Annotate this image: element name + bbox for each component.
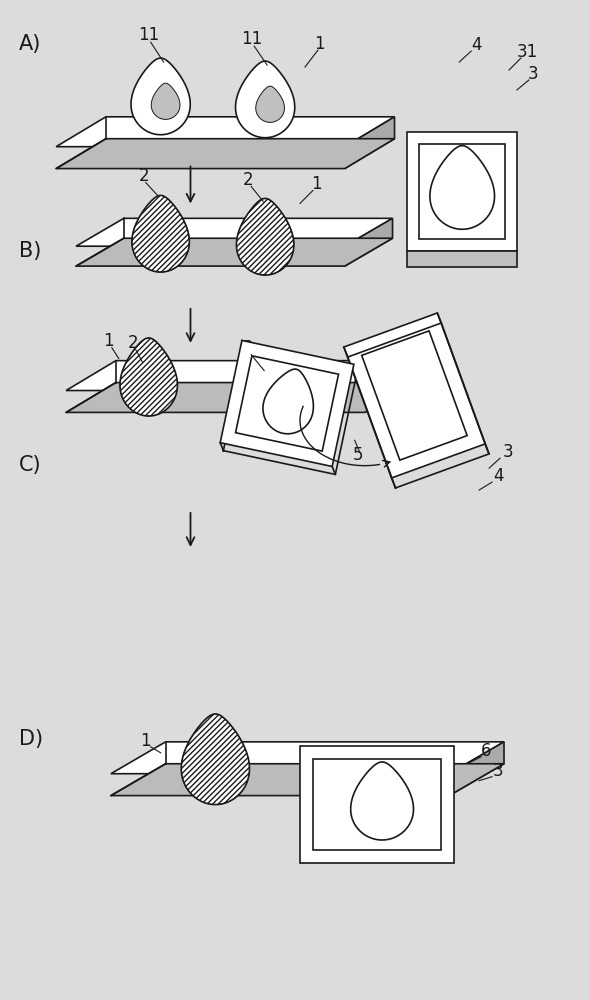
Polygon shape — [111, 764, 504, 796]
Polygon shape — [181, 714, 250, 805]
Text: 2: 2 — [139, 167, 149, 185]
Bar — [419, 144, 505, 239]
Text: 5: 5 — [352, 446, 363, 464]
Text: 6: 6 — [481, 742, 491, 760]
Polygon shape — [365, 361, 414, 412]
Text: 31: 31 — [516, 43, 537, 61]
Polygon shape — [56, 117, 395, 147]
Text: 1: 1 — [140, 732, 151, 750]
Text: 1: 1 — [104, 332, 114, 350]
Polygon shape — [120, 338, 178, 416]
Text: 1: 1 — [312, 175, 322, 193]
Polygon shape — [345, 117, 395, 169]
Polygon shape — [111, 742, 504, 774]
Polygon shape — [449, 742, 504, 796]
Text: B): B) — [19, 241, 42, 261]
Text: A): A) — [19, 34, 42, 54]
Text: 11: 11 — [241, 30, 263, 48]
Polygon shape — [344, 313, 485, 478]
Polygon shape — [350, 762, 414, 840]
Polygon shape — [235, 61, 295, 138]
Text: 1: 1 — [314, 35, 325, 53]
Text: D): D) — [19, 729, 44, 749]
Polygon shape — [151, 83, 180, 119]
Text: 3: 3 — [493, 762, 503, 780]
Text: 4: 4 — [493, 467, 503, 485]
Text: 2: 2 — [243, 171, 254, 189]
Polygon shape — [76, 238, 392, 266]
Bar — [408, 251, 517, 267]
Polygon shape — [76, 218, 392, 246]
Bar — [313, 759, 441, 850]
Polygon shape — [56, 139, 395, 169]
Polygon shape — [66, 383, 414, 412]
Text: 4: 4 — [471, 36, 481, 54]
Polygon shape — [263, 369, 313, 434]
Bar — [300, 746, 454, 863]
Polygon shape — [255, 86, 284, 122]
Polygon shape — [132, 195, 189, 272]
Polygon shape — [66, 361, 414, 391]
Text: 3: 3 — [243, 339, 254, 357]
Polygon shape — [237, 198, 294, 275]
Text: 3: 3 — [527, 65, 538, 83]
Text: C): C) — [19, 455, 42, 475]
Polygon shape — [235, 356, 339, 451]
Polygon shape — [131, 58, 190, 135]
Text: 11: 11 — [138, 26, 159, 44]
Polygon shape — [430, 146, 494, 229]
Text: 2: 2 — [127, 334, 138, 352]
Polygon shape — [362, 331, 467, 460]
Polygon shape — [345, 218, 392, 266]
Bar — [408, 132, 517, 251]
Polygon shape — [220, 340, 354, 466]
Text: 3: 3 — [503, 443, 513, 461]
